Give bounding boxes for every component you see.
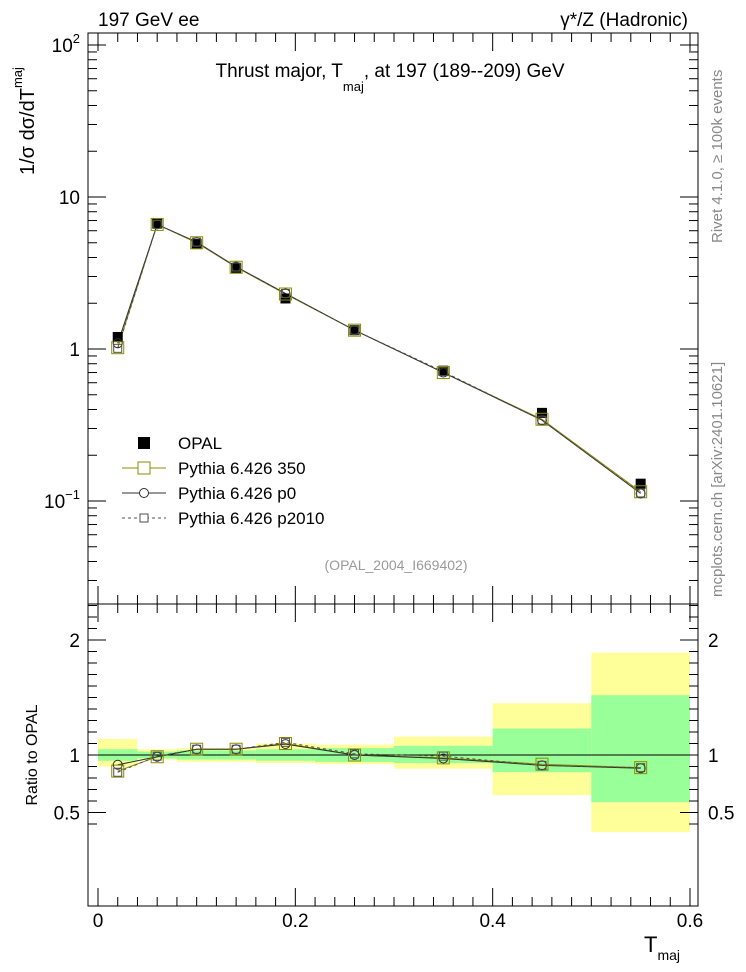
main-y-tick-label: 10 bbox=[59, 188, 80, 209]
legend-series-label: Pythia 6.426 p2010 bbox=[178, 509, 325, 528]
opal-data-point bbox=[112, 331, 123, 342]
x-tick-label: 0.4 bbox=[479, 911, 506, 932]
x-tick-label: 0.2 bbox=[282, 911, 308, 932]
legend-opal-marker bbox=[138, 437, 150, 449]
ratio-mcp2010-marker bbox=[438, 751, 448, 761]
opal-data-point bbox=[349, 325, 360, 336]
mcp0-marker bbox=[112, 338, 123, 349]
mcp2010-marker bbox=[231, 262, 241, 272]
main-y-tick-label: 102 bbox=[52, 31, 80, 57]
ratio-mcp2010-marker bbox=[231, 744, 241, 754]
mc350-marker bbox=[436, 366, 450, 380]
ratio-mcp2010-marker bbox=[280, 737, 290, 747]
ratio-mc350-marker bbox=[229, 742, 243, 756]
ratio-mcp2010-marker bbox=[636, 763, 646, 773]
ratio-mcp2010-marker bbox=[113, 767, 123, 777]
mcp2010-marker bbox=[350, 325, 360, 335]
x-tick-label: 0 bbox=[93, 911, 104, 932]
x-axis-label: Tmaj bbox=[644, 932, 680, 963]
opal-data-point bbox=[191, 239, 202, 250]
ratio-y-tick-label-right: 0.5 bbox=[708, 804, 734, 825]
opal-data-point bbox=[280, 293, 291, 304]
legend-series-label: Pythia 6.426 p0 bbox=[178, 484, 296, 503]
mcp2010-marker bbox=[537, 415, 547, 425]
ratio-y-tick-label-left: 2 bbox=[69, 631, 80, 652]
legend-mc350-marker bbox=[137, 461, 151, 475]
mcp2010-marker bbox=[636, 488, 646, 498]
ratio-y-tick-label-right: 1 bbox=[708, 746, 719, 767]
mc350-marker bbox=[535, 412, 549, 426]
ratio-mc350-marker bbox=[634, 761, 648, 775]
main-series-line bbox=[117, 223, 641, 494]
ratio-frame bbox=[87, 603, 699, 907]
ratio-mcp0-marker bbox=[112, 759, 123, 770]
ratio-mc350-marker bbox=[150, 750, 164, 764]
opal-data-point bbox=[231, 263, 242, 274]
ratio-mcp2010-marker bbox=[152, 751, 162, 761]
mc350-marker bbox=[111, 341, 125, 355]
main-panel: Thrust major, Tmaj, at 197 (189--209) Ge… bbox=[10, 31, 699, 605]
header-right: γ*/Z (Hadronic) bbox=[560, 10, 688, 31]
mc350-marker bbox=[229, 260, 243, 274]
watermark: (OPAL_2004_I669402) bbox=[325, 557, 468, 573]
mcp2010-marker bbox=[113, 343, 123, 353]
x-tick-label: 0.6 bbox=[677, 911, 703, 932]
mc350-marker bbox=[348, 323, 362, 337]
legend-opal-label: OPAL bbox=[178, 434, 222, 453]
ratio-mcp2010-marker bbox=[350, 749, 360, 759]
legend-series-label: Pythia 6.426 350 bbox=[178, 459, 306, 478]
ratio-y-tick-label-left: 1 bbox=[69, 746, 80, 767]
main-y-tick-label: 10−1 bbox=[44, 487, 80, 513]
ratio-y-tick-label-left: 0.5 bbox=[54, 804, 80, 825]
legend-mcp0-marker bbox=[139, 488, 149, 498]
mcp2010-marker bbox=[152, 219, 162, 229]
mcp2010-marker bbox=[192, 237, 202, 247]
ratio-band-inner bbox=[591, 695, 690, 803]
legend-mcp2010-marker bbox=[139, 513, 149, 523]
mcp2010-marker bbox=[280, 288, 290, 298]
mcplots-label: mcplots.cern.ch [arXiv:2401.10621] bbox=[709, 362, 726, 597]
opal-data-point bbox=[152, 218, 163, 229]
header-left: 197 GeV ee bbox=[98, 10, 199, 31]
main-y-tick-label: 1 bbox=[69, 340, 80, 361]
mc350-marker bbox=[278, 287, 292, 301]
ratio-mcp2010-marker bbox=[537, 760, 547, 770]
mcp2010-marker bbox=[438, 367, 448, 377]
ratio-panel: 0.5 0.5 1 1 2 2 0 0.2 0.4 0.6 Ratio to OPAL Tmaj bbox=[24, 603, 734, 963]
opal-data-point bbox=[635, 478, 646, 489]
ratio-mc350-marker bbox=[348, 748, 362, 762]
ratio-mc350-marker bbox=[278, 737, 292, 750]
mc350-marker bbox=[190, 236, 204, 250]
ratio-mcp2010-marker bbox=[192, 744, 202, 754]
legend: OPAL Pythia 6.426 350 Pythia 6.426 p0 Pythi… bbox=[122, 434, 325, 528]
opal-data-point bbox=[438, 365, 449, 376]
mc350-marker bbox=[150, 217, 164, 231]
main-y-axis-label: 1/σ dσ/dTmaj bbox=[10, 67, 39, 175]
main-series-line bbox=[117, 223, 641, 494]
ratio-series-line bbox=[117, 741, 641, 773]
ratio-y-axis-label: Ratio to OPAL bbox=[24, 704, 41, 805]
ratio-mc350-marker bbox=[111, 764, 125, 778]
ratio-y-tick-label-right: 2 bbox=[708, 631, 719, 652]
main-title: Thrust major, Tmaj, at 197 (189--209) Ge… bbox=[215, 61, 564, 94]
ratio-mc350-marker bbox=[190, 742, 204, 756]
rivet-label: Rivet 4.1.0, ≥ 100k events bbox=[709, 70, 726, 243]
